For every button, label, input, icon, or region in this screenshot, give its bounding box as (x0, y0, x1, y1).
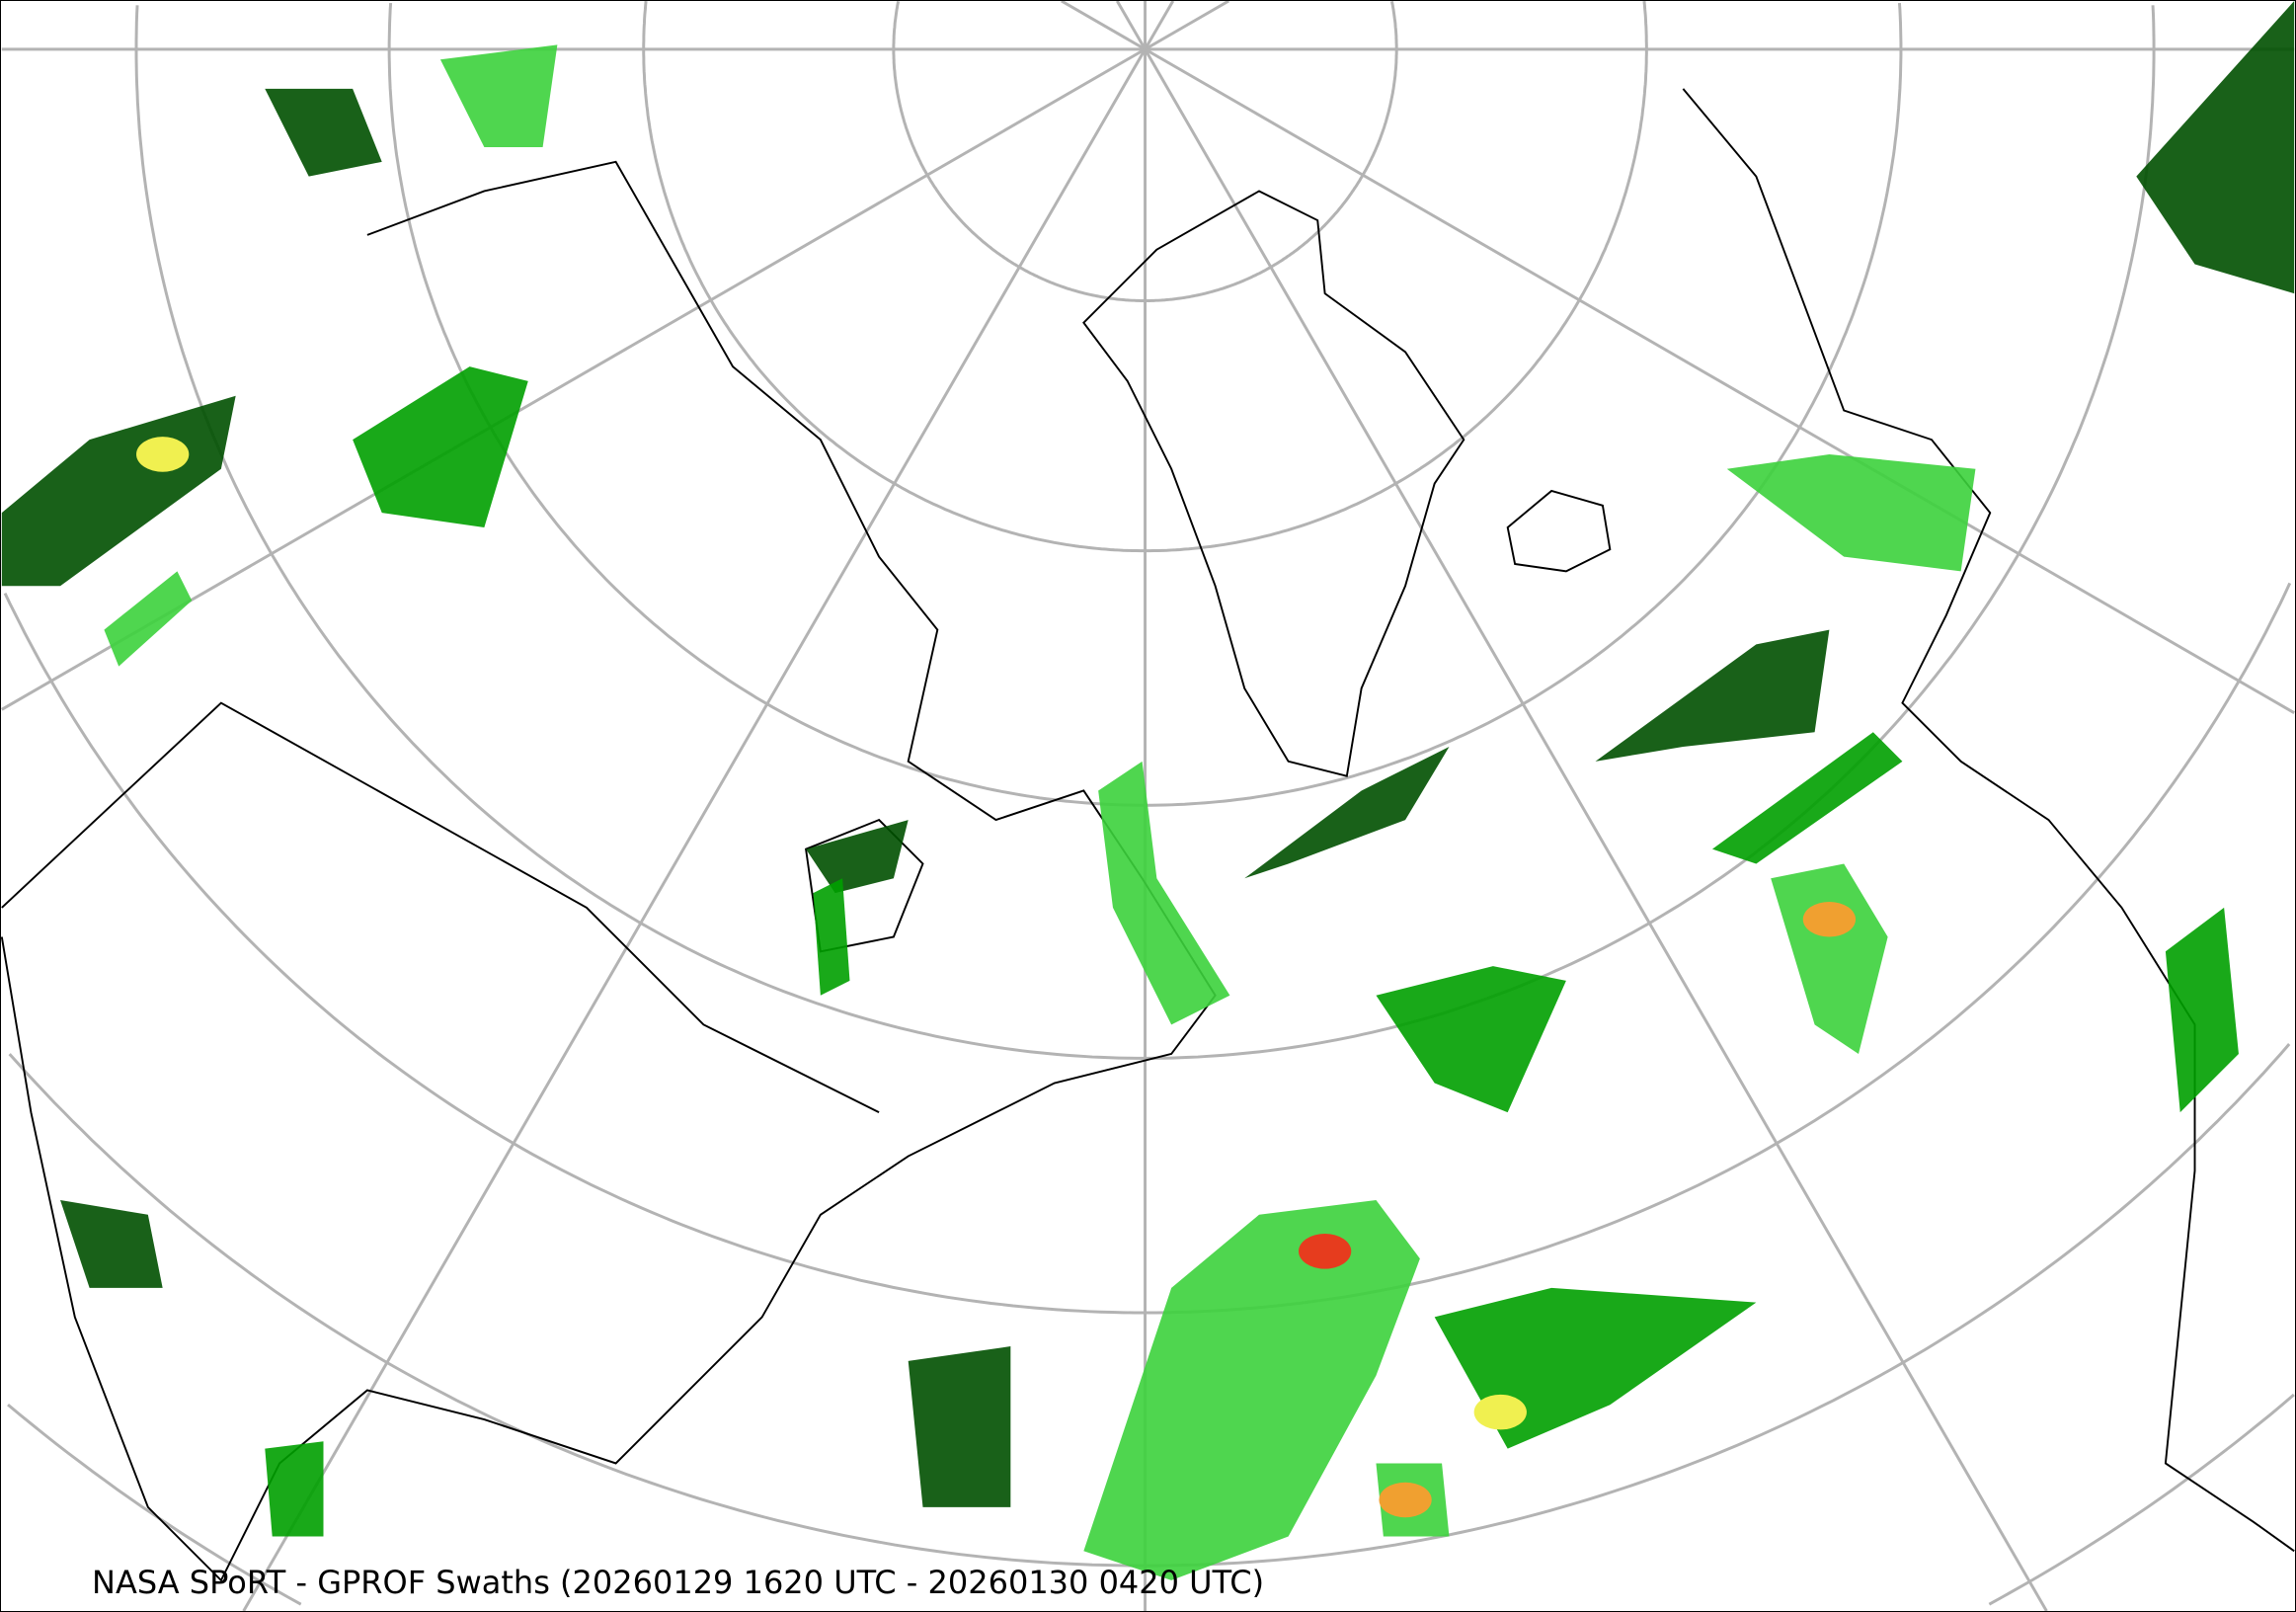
precip-core (1802, 901, 1857, 937)
precip-swath (1083, 1199, 1420, 1580)
europe-coast (1682, 88, 2295, 1553)
latitude-circle (3, 592, 1146, 1315)
precip-core (136, 437, 190, 472)
meridian-line (1144, 1, 1229, 51)
meridian-line (1144, 47, 2295, 714)
precip-swath (265, 88, 382, 177)
precip-swath (104, 571, 193, 667)
precip-swath (353, 366, 528, 527)
map-caption: NASA SPoRT - GPROF Swaths (20260129 1620… (92, 1564, 1265, 1601)
meridian-line (1, 47, 1147, 711)
latitude-circle (1145, 5, 2156, 1060)
precip-swath (813, 878, 850, 996)
latitude-circle (387, 2, 1146, 807)
precip-swath (1, 395, 236, 587)
precip-swath (265, 1441, 324, 1537)
precip-swath (2165, 907, 2239, 1113)
latitude-circle (1145, 1, 1648, 553)
latitude-circle (1145, 2, 1903, 807)
north-america-coast (1, 160, 1217, 1582)
precip-swath (2136, 1, 2295, 294)
precipitation-swaths (1, 1, 2295, 1580)
latitude-circle (1145, 1, 1398, 302)
precip-swath (1726, 453, 1976, 572)
iceland-outline (1506, 489, 1612, 573)
latitude-circle (892, 1, 1146, 302)
meridian-line (1144, 1, 1175, 50)
latitude-circle (1145, 1043, 2291, 1568)
precip-core (1473, 1394, 1527, 1430)
precip-swath (1771, 863, 1888, 1054)
precip-swath (1244, 747, 1450, 879)
meridian-line (242, 48, 1147, 1611)
coastlines (1, 88, 2295, 1582)
latitude-circle (134, 5, 1146, 1060)
meridian-line (1115, 1, 1147, 50)
meridian-line (1144, 48, 2048, 1611)
precip-swath (1595, 629, 1830, 762)
greenland-outline (1082, 190, 1465, 777)
precip-swath (908, 1346, 1011, 1507)
precip-swath (60, 1199, 163, 1288)
precip-swath (1711, 732, 1903, 864)
us-canada-border (1, 701, 880, 1114)
precip-swath (439, 44, 558, 148)
precip-core (1379, 1482, 1432, 1518)
precip-swath (1098, 761, 1230, 1025)
precip-swath (806, 820, 909, 894)
latitude-circle (7, 1403, 302, 1606)
latitude-circle (1988, 1393, 2295, 1606)
precip-core (1298, 1234, 1352, 1269)
meridian-line (1061, 1, 1147, 51)
latitude-circle (642, 1, 1146, 553)
precip-swath (1376, 966, 1566, 1113)
